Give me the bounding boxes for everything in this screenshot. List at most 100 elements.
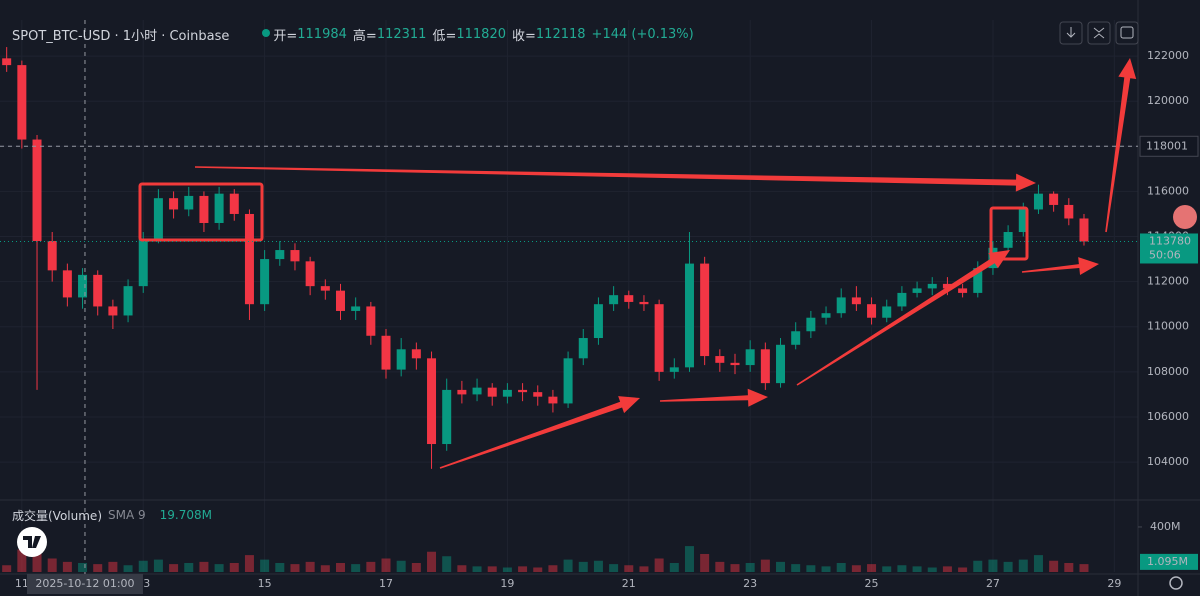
volume-bar: [442, 556, 452, 572]
low-label: 低=: [432, 28, 457, 44]
tv-logo-mark: [23, 536, 41, 548]
candle-body: [927, 283, 937, 289]
volume-bar: [973, 560, 983, 572]
volume-bar: [153, 559, 163, 572]
high-label: 高=: [352, 28, 377, 44]
candle-body: [244, 213, 254, 305]
settings-gear[interactable]: [1169, 576, 1183, 590]
icon-collapse: [1093, 27, 1105, 39]
candle-body: [123, 286, 133, 316]
candle-body: [882, 306, 892, 318]
candle-body: [669, 367, 679, 372]
volume-bar: [62, 561, 72, 572]
volume-bar: [578, 561, 588, 572]
candle-body: [229, 193, 239, 214]
x-tick-label: 15: [258, 577, 272, 590]
last-volume-label: 1.095M: [1147, 555, 1188, 568]
volume-bar: [654, 558, 664, 572]
candle-body: [335, 290, 345, 311]
volume-bar: [867, 564, 877, 572]
candle-body: [472, 387, 482, 395]
candle-body: [1049, 193, 1059, 205]
candle-body: [290, 250, 300, 262]
annotation-arrow: [439, 396, 640, 469]
change: +144 (+0.13%): [591, 26, 694, 42]
candle-body: [684, 263, 694, 368]
volume-bar: [275, 562, 285, 572]
volume-bar: [730, 564, 740, 572]
volume-bar: [260, 559, 270, 572]
candle-body: [867, 304, 877, 318]
volume-bar: [93, 564, 103, 572]
candle-body: [654, 304, 664, 372]
annotation-box: [989, 206, 1029, 261]
x-tick-label: 11: [15, 577, 29, 590]
button-collapse[interactable]: [1087, 21, 1111, 45]
volume-bar: [427, 551, 437, 572]
candle-body: [700, 263, 710, 357]
candle-body: [942, 283, 952, 289]
candle-body: [502, 389, 512, 397]
candle-body: [260, 259, 270, 305]
annotation-arrow: [1021, 257, 1099, 276]
volume-bar: [1003, 561, 1013, 572]
x-tick-label: 27: [986, 577, 1000, 590]
crosshair-tag: [26, 574, 143, 594]
candle-body: [760, 349, 770, 384]
translate-badge[interactable]: [1173, 205, 1197, 229]
y-tick-label: 104000: [1147, 455, 1189, 468]
volume-bar: [396, 560, 406, 572]
volume-bar: [2, 565, 12, 572]
volume-title: 成交量(Volume): [12, 508, 102, 523]
volume-bar: [1079, 564, 1089, 572]
candle-body: [320, 286, 330, 291]
candle-body: [214, 193, 224, 223]
volume-bar: [169, 564, 179, 572]
annotation-arrow: [796, 250, 1010, 386]
candle-body: [958, 288, 968, 293]
x-tick-label: 21: [622, 577, 636, 590]
volume-bar: [791, 564, 801, 572]
candle-body: [305, 261, 315, 287]
candle-body: [1003, 232, 1013, 248]
countdown: 50:06: [1149, 248, 1181, 261]
candle-body: [715, 356, 725, 363]
candle-body: [1018, 209, 1028, 233]
volume-bar: [184, 562, 194, 572]
candle-body: [184, 195, 194, 210]
symbol-title: SPOT_BTC-USD · 1小时 · Coinbase: [12, 28, 230, 44]
candle-body: [381, 335, 391, 370]
volume-legend: 成交量(Volume) SMA 9 19.708M: [12, 506, 212, 524]
candle-body: [47, 241, 57, 271]
annotations: [138, 58, 1137, 469]
candle-body: [836, 297, 846, 314]
candle-body: [169, 198, 179, 210]
candle-body: [1033, 193, 1043, 210]
legend: SPOT_BTC-USD · 1小时 · Coinbase 开= 111984 高…: [12, 24, 694, 44]
volume-bar: [472, 566, 482, 572]
x-tick-label: 29: [1107, 577, 1121, 590]
volume-bar: [882, 566, 892, 572]
candle-body: [639, 301, 649, 305]
volume-bar: [669, 562, 679, 572]
axes: 1040001060001080001100001120001140001160…: [0, 20, 1199, 594]
volume-bar: [244, 555, 254, 572]
candle-body: [1064, 204, 1074, 219]
candle-body: [17, 65, 27, 140]
volume-bar: [548, 565, 558, 572]
button-fullscreen[interactable]: [1115, 21, 1139, 45]
volume-bar: [381, 558, 391, 572]
volume-bar: [593, 560, 603, 572]
volume-bar: [1049, 560, 1059, 572]
volume-bar: [639, 566, 649, 572]
annotation-arrow: [194, 166, 1036, 192]
volume-bar: [17, 549, 27, 572]
candle-body: [351, 306, 361, 311]
candle-body: [912, 288, 922, 293]
sma-value: 19.708M: [159, 508, 212, 522]
volume-bar: [123, 565, 133, 572]
close-label: 收=: [512, 28, 536, 44]
button-down[interactable]: [1059, 21, 1083, 45]
y-tick-label: 116000: [1147, 184, 1189, 197]
volume-bar: [745, 562, 755, 572]
